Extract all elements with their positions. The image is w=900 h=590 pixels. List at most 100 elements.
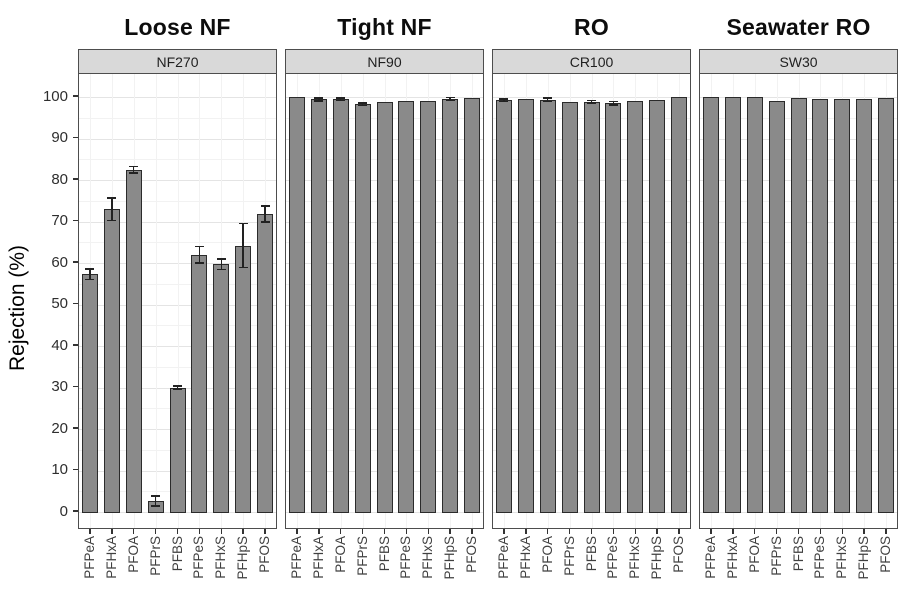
error-bar-cap — [151, 505, 161, 507]
error-bar — [198, 246, 201, 263]
x-axis-tick — [242, 529, 244, 534]
x-tick-label: PFHpS — [442, 536, 458, 580]
x-tick-label: PFPrS — [147, 536, 163, 576]
error-bar-cap — [173, 385, 182, 387]
error-bar — [318, 97, 320, 102]
error-bar — [612, 101, 615, 105]
bar-PFPeS — [191, 254, 208, 513]
x-axis-tick — [220, 529, 223, 534]
x-tick-label: PFHxA — [724, 536, 740, 579]
error-bar-cap — [85, 278, 95, 281]
bar-PFOA — [746, 97, 763, 513]
error-bar-cap — [107, 219, 117, 221]
bar-PFPrS — [561, 102, 578, 513]
bar-PFBS — [169, 387, 186, 513]
error-bar-cap — [336, 97, 346, 99]
x-axis-tick — [819, 529, 822, 534]
y-axis-tick — [73, 95, 78, 97]
bar-PFHpS — [235, 245, 252, 513]
x-axis-tick — [405, 529, 408, 534]
x-tick-label: PFBS — [583, 536, 599, 572]
x-axis-tick — [525, 529, 527, 534]
facet-panel — [492, 73, 691, 529]
y-tick-label: 50 — [51, 295, 68, 312]
bar-PFHxA — [724, 97, 741, 513]
bar-PFPrS — [768, 101, 785, 513]
y-axis-tick — [73, 385, 78, 388]
x-axis-tick — [318, 529, 320, 534]
bar-PFOS — [257, 214, 274, 513]
facet-title: RO — [574, 13, 609, 40]
error-bar — [132, 166, 135, 173]
error-bar — [361, 102, 364, 106]
x-axis-tick — [797, 529, 800, 534]
bar-PFOS — [671, 97, 688, 513]
bar-PFHpS — [856, 99, 873, 513]
facet-panel — [78, 73, 277, 529]
y-axis-tick — [73, 344, 78, 346]
bar-PFPrS — [354, 104, 371, 513]
y-axis-tick — [73, 178, 78, 180]
x-axis-tick — [885, 529, 887, 534]
x-axis-tick — [427, 529, 430, 534]
y-axis-tick — [73, 510, 78, 512]
y-tick-label: 0 — [59, 502, 68, 520]
x-tick-label: PFOS — [878, 536, 894, 573]
facet-panel — [285, 73, 484, 529]
y-tick-label: 80 — [51, 170, 68, 188]
y-tick-label: 30 — [51, 378, 68, 395]
x-tick-label: PFBS — [376, 536, 392, 572]
gridline-vertical — [177, 74, 179, 528]
x-axis-tick — [383, 529, 386, 534]
x-tick-label: PFPrS — [354, 536, 370, 576]
x-axis-tick — [132, 529, 135, 534]
y-axis-tick — [73, 468, 78, 471]
error-bar-cap — [216, 258, 226, 260]
facet-strip-label: NF270 — [156, 53, 199, 70]
error-bar-cap — [608, 100, 618, 103]
x-tick-label: PFOA — [539, 536, 555, 573]
y-tick-label: 60 — [51, 253, 68, 271]
x-tick-label: PFOA — [332, 536, 348, 573]
x-axis-tick — [361, 529, 364, 534]
error-bar-cap — [445, 99, 455, 102]
bar-PFBS — [790, 98, 807, 513]
y-tick-label: 90 — [51, 129, 68, 146]
y-tick-label: 10 — [51, 461, 68, 478]
error-bar-cap — [238, 266, 248, 269]
error-bar — [590, 100, 593, 103]
x-axis-tick — [111, 529, 113, 534]
x-tick-label: PFPeA — [702, 536, 718, 579]
x-tick-label: PFHpS — [856, 536, 872, 580]
error-bar — [264, 206, 266, 222]
x-tick-label: PFHxS — [420, 536, 436, 579]
y-axis-tick — [73, 302, 78, 305]
error-bar — [339, 97, 342, 101]
x-axis-tick — [546, 529, 549, 534]
error-bar-cap — [445, 96, 455, 99]
bar-PFPeS — [605, 103, 622, 513]
x-tick-label: PFPeS — [605, 536, 621, 579]
facet-strip-label: CR100 — [569, 53, 614, 70]
x-axis-tick — [264, 529, 266, 534]
facet-strip: NF90 — [285, 49, 484, 74]
x-axis-tick — [568, 529, 571, 534]
facet-strip: NF270 — [78, 49, 277, 74]
x-axis-tick — [449, 529, 451, 534]
bar-PFPeS — [812, 98, 829, 513]
x-axis-tick — [841, 529, 844, 534]
x-axis-tick — [634, 529, 637, 534]
bar-PFPeA — [495, 100, 512, 513]
x-tick-label: PFPrS — [768, 536, 784, 576]
x-tick-label: PFBS — [790, 536, 806, 572]
bar-PFHxS — [834, 99, 851, 513]
error-bar — [89, 268, 91, 280]
bar-PFPeA — [288, 97, 305, 513]
facet-strip-label: SW30 — [779, 53, 818, 70]
bar-PFPeA — [81, 274, 98, 513]
bar-PFPeS — [398, 101, 415, 513]
error-bar-cap — [358, 104, 368, 107]
x-axis-tick — [710, 529, 712, 534]
x-tick-label: PFHpS — [235, 536, 251, 580]
